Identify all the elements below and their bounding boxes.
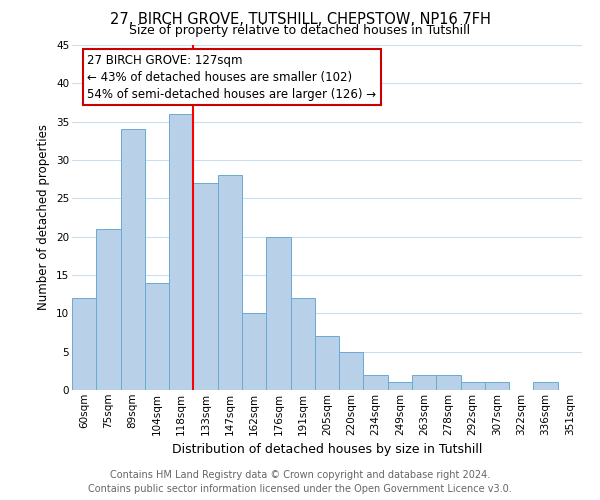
Bar — [96, 229, 121, 390]
Bar — [364, 374, 388, 390]
Bar — [290, 298, 315, 390]
Bar — [242, 314, 266, 390]
Bar — [218, 176, 242, 390]
Text: Size of property relative to detached houses in Tutshill: Size of property relative to detached ho… — [130, 24, 470, 37]
Bar — [315, 336, 339, 390]
Bar — [461, 382, 485, 390]
Y-axis label: Number of detached properties: Number of detached properties — [37, 124, 50, 310]
Bar — [72, 298, 96, 390]
Bar — [485, 382, 509, 390]
Bar — [169, 114, 193, 390]
Bar — [193, 183, 218, 390]
Bar — [533, 382, 558, 390]
Bar — [412, 374, 436, 390]
Bar — [339, 352, 364, 390]
Bar — [436, 374, 461, 390]
Text: 27 BIRCH GROVE: 127sqm
← 43% of detached houses are smaller (102)
54% of semi-de: 27 BIRCH GROVE: 127sqm ← 43% of detached… — [88, 54, 376, 100]
Bar — [121, 130, 145, 390]
Text: 27, BIRCH GROVE, TUTSHILL, CHEPSTOW, NP16 7FH: 27, BIRCH GROVE, TUTSHILL, CHEPSTOW, NP1… — [110, 12, 490, 28]
Bar — [388, 382, 412, 390]
Bar — [145, 282, 169, 390]
Text: Contains HM Land Registry data © Crown copyright and database right 2024.
Contai: Contains HM Land Registry data © Crown c… — [88, 470, 512, 494]
X-axis label: Distribution of detached houses by size in Tutshill: Distribution of detached houses by size … — [172, 443, 482, 456]
Bar — [266, 236, 290, 390]
